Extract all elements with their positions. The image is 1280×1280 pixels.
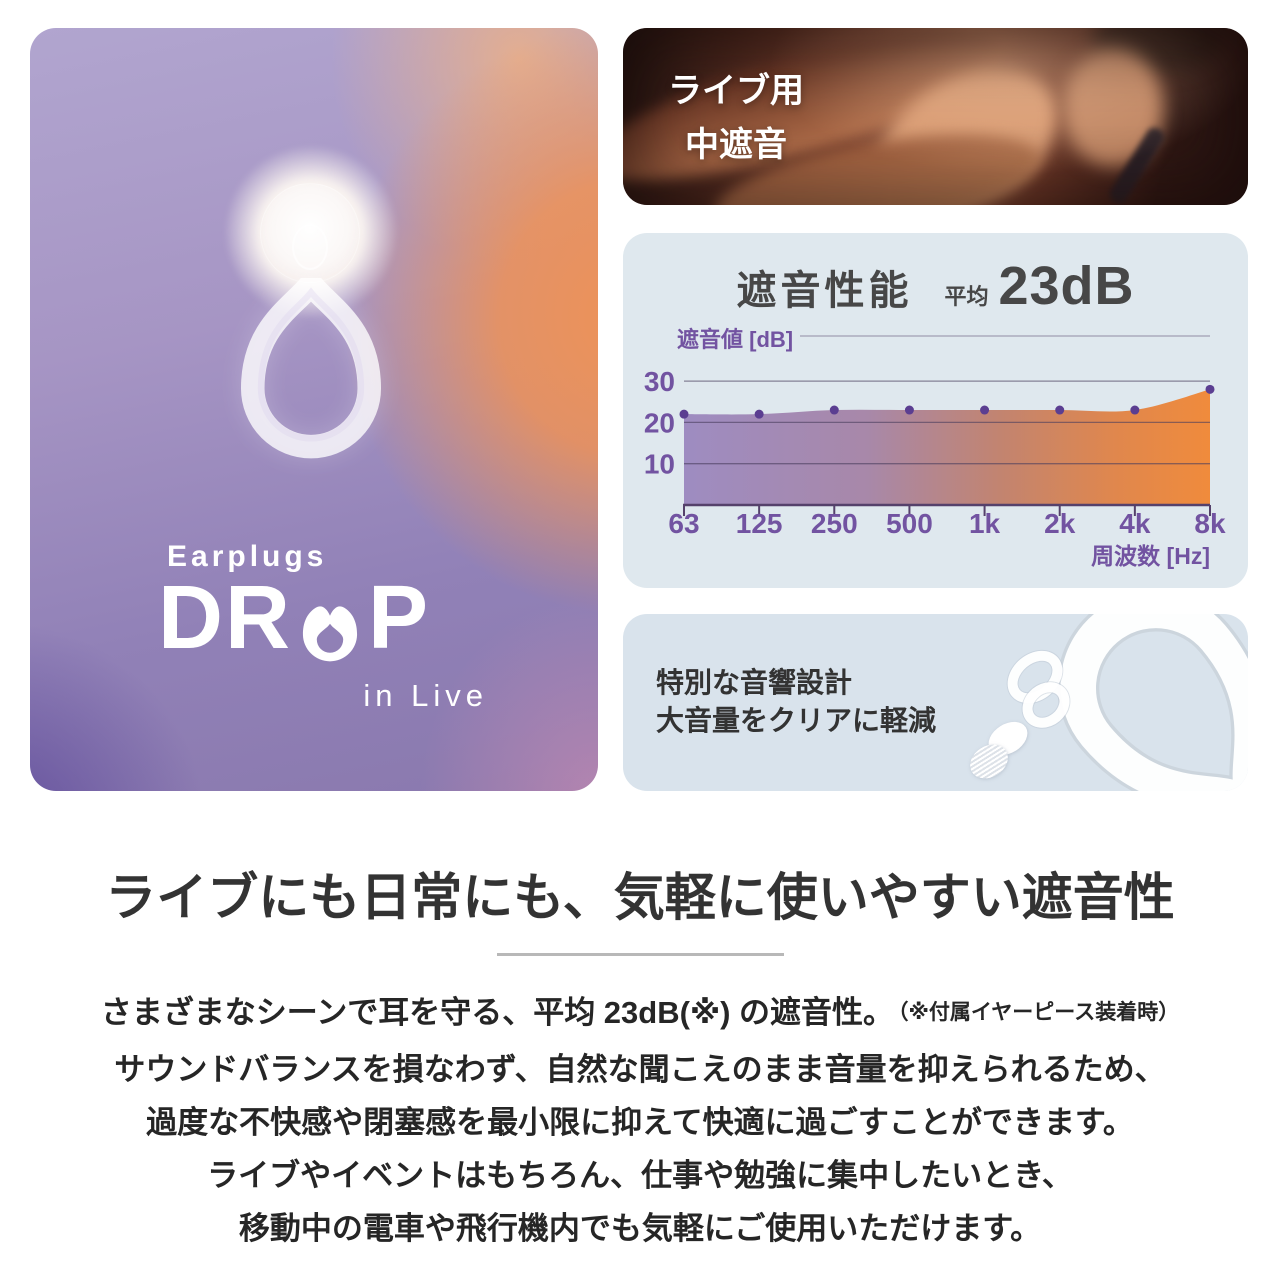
drop-o-icon	[302, 606, 358, 662]
chart-dot	[1130, 405, 1140, 415]
chart-ytick-label: 30	[644, 366, 675, 397]
chart-y-axis-title: 遮音値 [dB]	[677, 327, 794, 352]
chart-xtick-label: 2k	[1044, 508, 1076, 539]
chart-dot	[1205, 384, 1215, 394]
brand-panel: Earplugs DR P in Live	[30, 28, 598, 791]
chart-xtick-label: 4k	[1119, 508, 1151, 539]
body-line: 移動中の電車や飛行機内でも気軽にご使用いただけます。	[238, 1211, 1042, 1246]
chart-dot	[980, 405, 990, 415]
chart-dot	[754, 409, 764, 419]
body-line: ライブやイベントはもちろん、仕事や勉強に集中したいとき、	[207, 1158, 1073, 1193]
brand-eyebrow: Earplugs	[167, 540, 328, 573]
brand-logo: DR P	[158, 573, 430, 663]
feature-line2: 大音量をクリアに軽減	[656, 705, 937, 736]
section-heading: ライブにも日常にも、気軽に使いやすい遮音性	[105, 869, 1175, 926]
body-line: さまざまなシーンで耳を守る、平均 23dB(※) の遮音性。 （※付属イヤーピース…	[0, 986, 1280, 1043]
earplug-product-icon	[1057, 614, 1248, 791]
feature-panel: 特別な音響設計 大音量をクリアに軽減	[623, 614, 1248, 791]
chart-title-row: 遮音性能 平均 23dB	[623, 255, 1248, 317]
chart-title: 遮音性能	[736, 269, 913, 313]
body-line: サウンドバランスを損なわず、自然な聞こえのまま音量を抑えられるため、	[114, 1052, 1166, 1087]
chart-dot	[1055, 405, 1065, 415]
chart-dot	[904, 405, 914, 415]
brand-tagline: in Live	[363, 678, 488, 713]
chart-ytick-label: 20	[644, 407, 675, 438]
earplug-loop-icon	[240, 278, 382, 459]
chart-xtick-label: 125	[736, 508, 783, 539]
section-divider	[497, 953, 784, 956]
chart-dot	[829, 405, 839, 415]
use-case-label: ライブ用 中遮音	[668, 64, 804, 173]
photo-light-haze	[623, 28, 1248, 205]
insulation-chart-svg: 10 20 30 63 125 250 500 1k 2k 4k 8k 周波数 [Hz]	[644, 335, 1226, 569]
chart-panel: 遮音性能 平均 23dB 遮音値 [dB] 10 20 30 63 125 250 500 1…	[623, 233, 1248, 588]
brand-logo-suffix: P	[368, 568, 431, 668]
chart-dot	[679, 409, 689, 419]
earplug-nozzle	[292, 224, 328, 270]
feature-text: 特別な音響設計 大音量をクリアに軽減	[656, 664, 936, 740]
chart-xtick-label: 250	[811, 508, 858, 539]
chart-xtick-label: 8k	[1194, 508, 1226, 539]
use-case-line1: ライブ用	[668, 72, 804, 110]
brand-logo-prefix: DR	[158, 568, 292, 668]
chart-ytick-label: 10	[644, 449, 675, 480]
body-line-text: さまざまなシーンで耳を守る、平均 23dB(※) の遮音性。	[100, 995, 895, 1030]
live-photo-panel: ライブ用 中遮音	[623, 28, 1248, 205]
chart-xtick-label: 63	[668, 508, 699, 539]
chart-xtick-label: 1k	[969, 508, 1001, 539]
body-line: 過度な不快感や閉塞感を最小限に抑えて快適に過ごすことができます。	[146, 1105, 1134, 1140]
section-body: さまざまなシーンで耳を守る、平均 23dB(※) の遮音性。 （※付属イヤーピース…	[0, 986, 1280, 1255]
use-case-line2: 中遮音	[685, 126, 787, 165]
chart-xaxis-label: 周波数 [Hz]	[1091, 543, 1210, 569]
chart-average-value: 23dB	[998, 256, 1135, 316]
chart-area-fill	[684, 389, 1210, 505]
chart-average-label: 平均	[944, 284, 989, 309]
chart-xtick-label: 500	[886, 508, 933, 539]
body-note: （※付属イヤーピース装着時）	[898, 1001, 1180, 1024]
feature-line1: 特別な音響設計	[656, 667, 853, 698]
